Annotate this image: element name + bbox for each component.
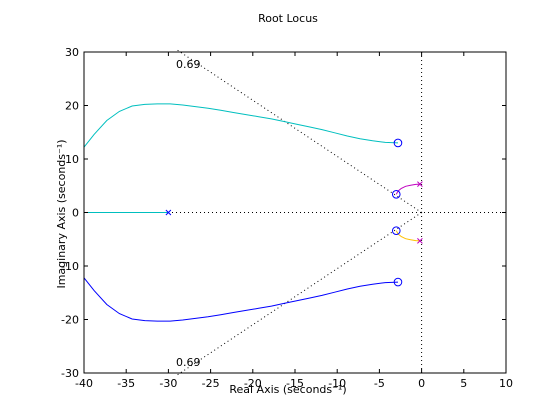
x-tick-label-5: -20 — [244, 377, 262, 390]
pole-marker-3 — [417, 238, 423, 244]
pole-marker-2 — [417, 181, 423, 187]
y-axis-label: Imaginary Axis (seconds⁻¹) — [55, 139, 68, 288]
x-tick-label-1: -40 — [75, 377, 93, 390]
x-tick-label-4: -25 — [202, 377, 220, 390]
zero-marker-3 — [391, 226, 401, 235]
pole-stroke-b — [417, 238, 423, 244]
series-branch-lower — [83, 277, 399, 322]
x-tick-label-11: 10 — [499, 377, 513, 390]
y-tick-label-1: -30 — [61, 367, 79, 380]
x-axis-label: Real Axis (seconds⁻¹) — [229, 383, 346, 396]
damping-grid — [84, 49, 506, 376]
pole-stroke-b — [165, 209, 172, 216]
axis-ticks: -40 -35 -30 -25 -20 -15 -10 -5 0 5 10 -30 -20 -10 0 10 2… — [61, 46, 513, 390]
zero-marker-4 — [393, 277, 403, 287]
series-branch-upper — [83, 103, 399, 148]
x-tick-label-3: -30 — [159, 377, 177, 390]
x-tick-label-7: -10 — [328, 377, 346, 390]
damping-label-upper: 0.69 — [176, 58, 201, 71]
y-tick-label-3: -10 — [61, 260, 79, 273]
pole-marker-1 — [165, 209, 172, 216]
y-tick-label-5: 10 — [65, 153, 79, 166]
poles-and-zeros — [165, 138, 423, 287]
damping-ray-upper — [176, 49, 422, 213]
y-tick-label-7: 30 — [65, 46, 79, 59]
y-tick-label-4: 0 — [72, 207, 79, 220]
pole-stroke-b — [417, 181, 423, 187]
x-tick-label-6: -15 — [286, 377, 304, 390]
y-tick-label-2: -20 — [61, 314, 79, 327]
y-tick-label-6: 20 — [65, 100, 79, 113]
x-tick-label-2: -35 — [117, 377, 135, 390]
zero-marker-1 — [393, 138, 403, 148]
x-tick-label-9: 0 — [418, 377, 425, 390]
zero-marker-2 — [391, 190, 401, 199]
damping-ray-lower — [176, 212, 422, 376]
chart-title: Root Locus — [258, 12, 318, 25]
x-tick-label-10: 5 — [460, 377, 467, 390]
damping-label-lower: 0.69 — [176, 356, 201, 369]
x-tick-label-8: -5 — [374, 377, 385, 390]
